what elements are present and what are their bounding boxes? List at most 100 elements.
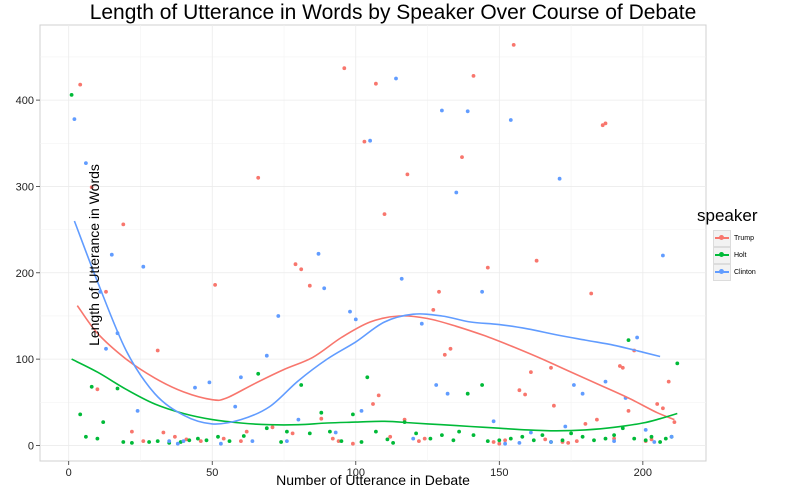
data-point-clinton [316,251,321,256]
data-point-holt [216,434,220,439]
data-point-holt [204,438,209,443]
data-point-trump [552,403,556,408]
data-point-holt [299,383,304,387]
data-point-clinton [440,108,444,113]
data-point-clinton [572,383,576,387]
data-point-holt [227,439,232,443]
data-point-clinton [72,117,77,121]
data-point-holt [374,429,378,434]
data-point-clinton [563,424,568,429]
data-point-holt [319,410,324,415]
data-point-clinton [322,286,327,291]
data-point-holt [414,431,418,436]
data-point-clinton [480,289,484,294]
data-point-clinton [348,309,352,314]
data-point-holt [351,412,355,417]
data-point-trump [460,155,464,160]
data-point-clinton [239,375,243,380]
data-point-clinton [549,440,553,444]
data-point-holt [675,361,680,366]
data-point-holt [603,436,608,441]
data-point-clinton [445,391,450,396]
data-point-holt [307,431,312,436]
data-point-clinton [353,317,358,322]
data-point-holt [130,441,134,445]
data-point-trump [666,379,671,384]
data-point-clinton [368,138,372,143]
data-point-trump [293,262,298,267]
y-tick-label: 300 [16,181,34,193]
data-point-holt [428,436,433,441]
data-point-trump [336,439,341,443]
data-point-trump [319,416,324,421]
data-point-clinton [557,176,562,181]
data-point-clinton [491,419,496,424]
legend-item-holt: Holt [697,247,783,264]
data-point-trump [95,387,100,392]
data-point-clinton [454,190,459,195]
data-point-holt [592,438,596,443]
data-point-holt [626,338,631,342]
data-point-holt [359,440,364,444]
y-axis-label: Length of Utterance in Words [85,164,102,346]
data-point-trump [529,370,533,374]
data-point-holt [632,436,637,441]
data-point-holt [285,429,289,434]
legend-label: Holt [734,252,747,259]
data-point-clinton [264,353,269,358]
data-point-clinton [652,440,657,444]
data-point-clinton [661,253,665,258]
data-point-clinton [135,409,140,413]
data-point-clinton [434,383,439,387]
data-point-holt [658,440,662,444]
data-point-holt [508,436,513,441]
legend-key-clinton [713,264,731,281]
data-point-trump [161,430,166,435]
data-point-holt [115,386,120,391]
data-point-trump [155,348,160,353]
axes: 0 50 100 150 200 0 100 200 300 400 [16,95,652,479]
data-point-clinton [411,436,416,441]
data-point-trump [672,420,677,424]
data-point-clinton [612,439,616,443]
data-point-holt [187,438,192,443]
data-point-clinton [508,118,513,122]
data-point-clinton [635,335,639,340]
data-point-clinton [109,252,114,257]
data-point-clinton [219,441,223,446]
legend-title: speaker [697,206,758,225]
data-point-clinton [333,430,338,435]
data-point-holt [560,438,565,443]
data-point-trump [376,393,381,398]
data-point-clinton [175,441,180,446]
data-point-trump [649,437,654,442]
data-point-holt [385,437,390,442]
data-point-holt [84,434,88,439]
data-point-clinton [669,434,674,439]
legend: speaker Trump Holt Clinton [697,206,783,281]
data-point-trump [342,66,347,71]
data-point-trump [523,392,527,397]
data-point-trump [78,82,83,87]
series-clinton-points [72,76,674,446]
data-point-trump [511,43,516,47]
data-point-clinton [419,321,424,326]
data-point-trump [388,434,393,439]
data-point-trump [471,74,476,78]
data-point-trump [566,441,571,445]
data-point-holt [620,426,625,431]
data-point-trump [442,352,447,357]
data-point-holt [440,433,444,437]
data-point-trump [595,417,599,422]
data-point-trump [620,365,625,370]
data-point-clinton [517,441,522,445]
data-point-holt [339,439,344,443]
legend-item-clinton: Clinton [697,264,783,281]
data-point-holt [365,375,370,380]
data-point-trump [534,258,539,263]
data-point-holt [643,438,648,443]
data-point-clinton [276,314,281,318]
data-point-trump [104,289,108,294]
data-point-trump [422,436,427,441]
data-point-trump [299,267,304,272]
